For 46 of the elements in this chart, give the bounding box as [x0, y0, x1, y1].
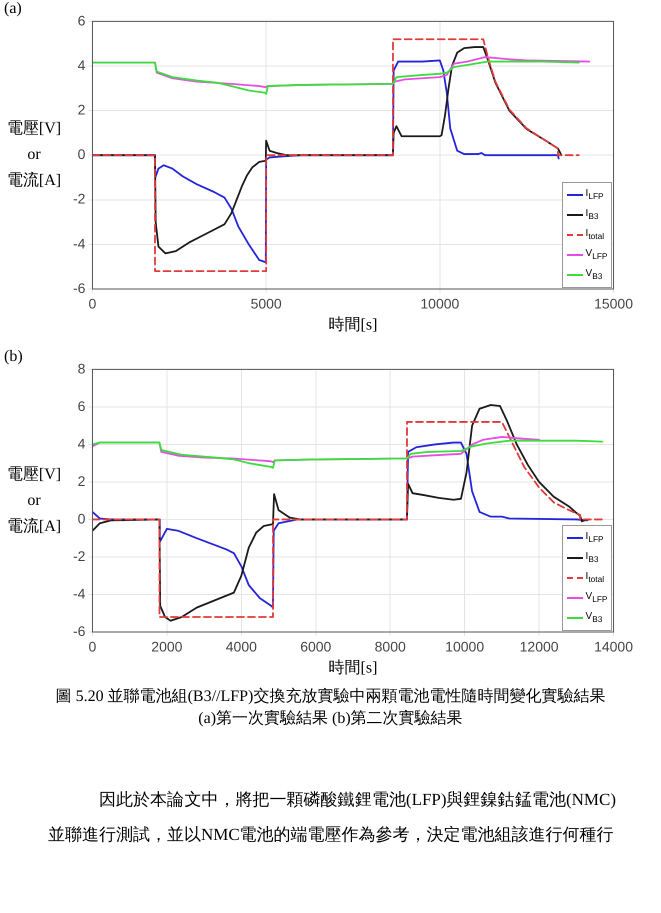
x-tick-label: 10000 — [420, 295, 460, 312]
y-tick-label: 4 — [78, 56, 86, 73]
y-axis-title: 電壓[V] or 電流[A] — [6, 119, 62, 192]
y-axis-title: 電壓[V] or 電流[A] — [6, 464, 62, 537]
y-tick-label: 8 — [78, 360, 86, 376]
legend-label: V$_{B3}$ — [586, 610, 602, 626]
x-tick-label: 15000 — [594, 295, 634, 312]
x-tick-label: 6000 — [300, 638, 332, 654]
legend-label: I$_{B3}$ — [586, 550, 598, 566]
x-tick-label: 4000 — [226, 638, 258, 654]
y-tick-label: 0 — [78, 146, 86, 162]
y-tick-label: -2 — [72, 548, 86, 564]
y-tick-label: -4 — [72, 235, 86, 252]
x-tick-label: 0 — [88, 638, 97, 654]
chart-title: (a) — [4, 0, 22, 18]
y-tick-label: 6 — [78, 398, 86, 414]
y-tick-label: 4 — [78, 435, 86, 452]
y-tick-label: 2 — [78, 101, 86, 118]
x-axis-title: 時間[s] — [328, 316, 378, 334]
legend-label: I$_{LFP}$ — [586, 187, 604, 203]
y-tick-label: -2 — [72, 190, 86, 207]
x-tick-label: 0 — [88, 295, 97, 312]
y-tick-label: -4 — [72, 585, 86, 602]
legend-label: V$_{B3}$ — [586, 267, 602, 283]
legend-label: I$_{LFP}$ — [586, 530, 604, 546]
y-tick-label: -6 — [72, 280, 86, 296]
caption: 圖 5.20 並聯電池組(B3//LFP)交換充放實驗中兩顆電池電性隨時間變化實驗結果 — [54, 686, 606, 707]
text: (a)第一次實驗結果 (b)第二次實驗結果 — [197, 709, 464, 729]
legend-label: I$_{total}$ — [586, 227, 604, 243]
legend-label: V$_{LFP}$ — [586, 247, 608, 263]
x-tick-label: 12000 — [520, 638, 559, 654]
y-tick-label: 0 — [78, 510, 86, 526]
x-tick-label: 5000 — [250, 295, 282, 312]
y-tick-label: 6 — [78, 12, 86, 28]
y-tick-label: 2 — [78, 472, 86, 489]
chart-title: (b) — [4, 348, 23, 366]
text: 因此於本論文中，將把一顆磷酸鐵鋰電池(LFP)與鋰鎳鈷錳電池(NMC)並聯進行測試，並以NMC電池的端電壓作為參考，決定電池組該進行何種行 — [48, 789, 616, 846]
x-axis-title: 時間[s] — [328, 658, 378, 677]
y-tick-label: -6 — [72, 622, 86, 639]
x-tick-label: 2000 — [151, 638, 183, 654]
legend-label: V$_{LFP}$ — [586, 590, 608, 606]
x-tick-label: 14000 — [594, 638, 634, 654]
legend-label: I$_{B3}$ — [586, 207, 598, 223]
x-tick-label: 10000 — [445, 638, 484, 654]
legend-label: I$_{total}$ — [586, 570, 604, 586]
x-tick-label: 8000 — [374, 638, 406, 654]
